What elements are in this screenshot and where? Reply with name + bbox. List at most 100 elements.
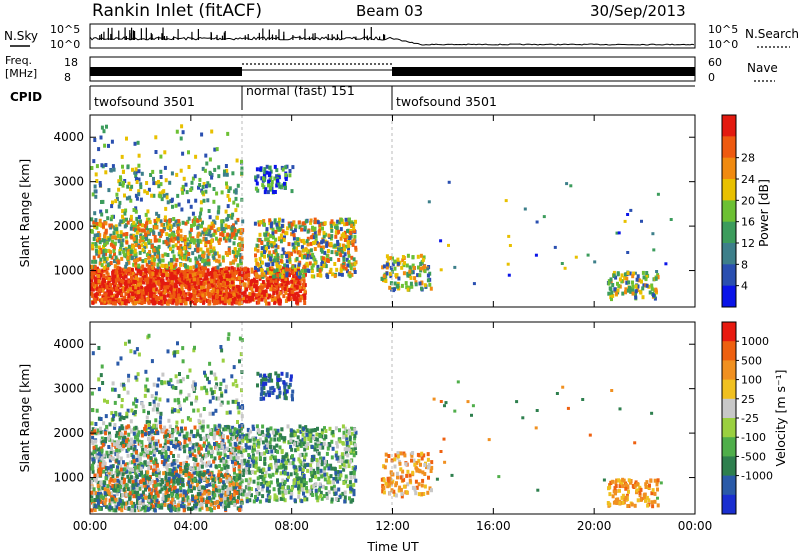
power-cell-3055 (256, 262, 259, 266)
power-cell-2528 (271, 298, 274, 302)
power-cell-2514 (248, 297, 251, 301)
power-cell-2115 (217, 210, 220, 214)
power-cell-3042 (311, 274, 314, 278)
power-cell-2586 (245, 287, 248, 291)
power-cell-2013 (231, 171, 234, 175)
power-cell-582 (91, 292, 94, 296)
power-cell-3195 (267, 190, 270, 194)
power-cell-3293 (384, 279, 387, 283)
velocity-cell-670 (212, 484, 215, 488)
power-cell-1921 (94, 234, 97, 238)
power-cell-2503 (269, 287, 272, 291)
power-cell-1329 (139, 257, 142, 261)
power-cell-1260 (162, 269, 165, 273)
power-cell-2201 (175, 204, 178, 208)
power-cell-1111 (232, 298, 235, 302)
power-cbar-tick-label-4: 20 (741, 194, 755, 207)
power-cell-3360 (593, 260, 596, 263)
power-cell-3340 (670, 218, 673, 221)
power-cell-1722 (218, 241, 221, 245)
power-cell-1895 (194, 257, 197, 261)
power-cell-1719 (149, 228, 152, 232)
velocity-cell-885 (117, 479, 120, 483)
power-cell-1888 (125, 241, 128, 245)
power-cell-2585 (291, 290, 294, 294)
power-cell-2919 (305, 248, 308, 252)
power-cell-3103 (312, 263, 315, 267)
power-cell-2184 (221, 190, 224, 194)
power-cell-2838 (254, 253, 257, 257)
power-cell-2970 (347, 244, 350, 248)
velocity-cell-669 (187, 480, 190, 484)
power-cell-1944 (143, 228, 146, 232)
velocity-cell-824 (136, 475, 139, 479)
power-cell-2235 (159, 155, 162, 159)
power-cell-1217 (134, 301, 137, 305)
power-cell-2976 (307, 269, 310, 273)
power-cell-1280 (185, 301, 188, 305)
power-cell-2256 (105, 125, 108, 129)
power-cell-1708 (168, 233, 171, 237)
power-cell-1797 (177, 237, 180, 241)
power-cell-3380 (607, 292, 610, 296)
power-cell-3427 (631, 274, 634, 278)
power-cell-2058 (199, 212, 202, 216)
power-cell-3097 (337, 230, 340, 234)
power-cell-1672 (160, 264, 163, 268)
power-ytick-label-2: 3000 (53, 175, 84, 189)
power-cell-1898 (149, 220, 152, 224)
power-cell-3023 (339, 253, 342, 257)
power-cell-1227 (90, 272, 93, 276)
power-cell-2249 (210, 130, 213, 134)
power-cell-1848 (115, 227, 118, 231)
power-cell-3333 (447, 244, 450, 247)
power-cell-3321 (386, 254, 389, 258)
power-cell-2967 (305, 219, 308, 223)
power-cell-1995 (205, 237, 208, 241)
power-cell-1100 (152, 288, 155, 292)
power-cell-1910 (222, 227, 225, 231)
power-cell-773 (175, 301, 178, 305)
power-cell-2555 (281, 286, 284, 290)
velocity-cell-1355 (238, 465, 241, 469)
velocity-cell-792 (154, 480, 157, 484)
power-cell-2191 (203, 199, 206, 203)
power-cell-1221 (167, 294, 170, 298)
power-cell-1781 (128, 245, 131, 249)
power-cell-3307 (393, 260, 396, 264)
power-cell-3122 (348, 236, 351, 240)
velocity-cell-1142 (159, 444, 162, 448)
power-cell-3075 (275, 223, 278, 227)
power-cell-1915 (99, 223, 102, 227)
power-cell-2239 (93, 138, 96, 142)
power-cell-2934 (274, 218, 277, 222)
power-cell-3203 (284, 173, 287, 177)
power-cell-1840 (210, 234, 213, 238)
power-cell-2602 (296, 286, 299, 290)
power-cell-1830 (160, 219, 163, 223)
velocity-cell-537 (104, 498, 107, 502)
power-cell-1172 (200, 286, 203, 290)
power-cell-1922 (117, 234, 120, 238)
power-cell-1663 (239, 243, 242, 247)
velocity-cell-1278 (173, 467, 176, 471)
power-cell-2513 (248, 292, 251, 296)
power-cell-3062 (319, 269, 322, 273)
power-cell-3350 (565, 182, 568, 185)
velocity-cell-466 (160, 506, 163, 510)
velocity-cell-786 (179, 486, 182, 490)
velocity-cell-615 (232, 482, 235, 486)
power-cell-2069 (237, 184, 240, 188)
power-cell-2980 (261, 261, 264, 265)
power-cell-2807 (354, 220, 357, 224)
power-cell-3064 (281, 224, 284, 228)
power-cell-3268 (417, 255, 420, 259)
power-cell-1793 (94, 260, 97, 264)
power-cell-1263 (97, 279, 100, 283)
velocity-cell-772 (175, 473, 178, 477)
power-cell-3468 (640, 280, 643, 284)
power-cell-372 (235, 277, 238, 281)
power-cbar-step-2 (722, 158, 736, 180)
power-cell-2649 (301, 245, 304, 249)
velocity-cell-481 (126, 475, 129, 479)
